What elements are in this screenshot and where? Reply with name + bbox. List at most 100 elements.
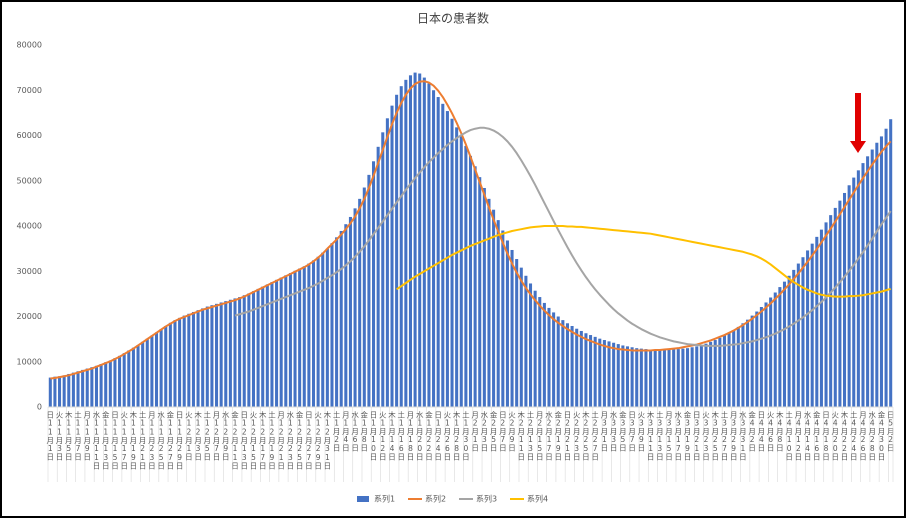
bar [524,275,528,407]
bar [58,376,62,407]
x-tick-label: 日12月27日 [304,411,313,471]
bar [709,341,713,407]
line-series [234,126,892,347]
bar [247,293,251,407]
bar [404,79,408,407]
bar [367,174,371,407]
bar [205,306,209,407]
bar [136,345,140,407]
bar [492,209,496,407]
bar [570,326,574,407]
bar [390,105,394,407]
bar [842,192,847,407]
bar [270,282,274,407]
bar [316,256,320,407]
bar [311,260,316,407]
bar [94,365,99,407]
bar [727,332,731,407]
bar [533,290,537,407]
x-tick-label: 土2月27日 [590,410,599,462]
bar [579,330,583,407]
x-tick-label: 月4月26日 [858,411,867,462]
bar [685,348,690,407]
bar [598,338,602,407]
bar [279,277,283,407]
bar [879,136,883,407]
bar [358,198,362,407]
x-tick-label: 日11月29日 [175,411,184,471]
x-tick-label: 火3月9日 [637,411,646,453]
x-tick-label: 水11月25日 [156,410,165,471]
bar [741,323,745,407]
bar [556,316,560,407]
bar [385,118,389,408]
bar [113,358,117,407]
bar [510,249,514,407]
bar [353,208,357,407]
bar [593,336,597,407]
y-tick-label: 70000 [17,86,42,95]
x-tick-label: 金4月2日 [747,410,756,453]
bar [829,215,833,407]
x-tick-label: 火3月23日 [701,411,710,462]
bar [713,340,717,407]
x-tick-label: 木12月3日 [193,410,202,462]
bar [53,376,57,407]
bar [210,305,214,407]
x-tick-label: 木1月14日 [387,410,396,462]
bar [625,346,630,407]
bar [838,200,842,407]
bar [681,348,685,407]
bar [450,118,454,407]
y-tick-label: 40000 [17,222,42,231]
bar [856,170,860,407]
bar [348,216,352,407]
bar [796,263,800,407]
bar [141,341,145,407]
x-tick-label: 水12月9日 [221,410,230,462]
x-tick-label: 月12月21日 [277,411,286,471]
legend-swatch [357,496,369,502]
bar [676,349,680,407]
bar [875,142,879,408]
y-tick-label: 80000 [17,41,42,50]
y-tick-label: 50000 [17,176,42,185]
bar [473,166,477,407]
bar [602,340,606,407]
x-tick-label: 日2月7日 [498,411,507,453]
x-tick-label: 土3月13日 [655,410,664,462]
x-tick-label: 月4月12日 [794,411,803,462]
bar [884,128,888,407]
bar [76,371,80,407]
x-tick-label: 火2月23日 [572,411,581,462]
bar [565,323,569,407]
x-tick-label: 土1月16日 [396,410,405,462]
x-tick-label: 火1月12日 [378,411,387,462]
bar [408,75,412,407]
bar [150,335,154,407]
bar [695,346,699,407]
x-tick-label: 日1月10日 [369,411,378,462]
x-tick-label: 月3月1日 [600,411,609,453]
bar [330,243,334,407]
bar [496,220,500,407]
bar [852,177,856,407]
x-tick-label: 月11月9日 [83,411,92,462]
line-series [396,225,891,298]
bar [335,237,339,407]
x-tick-label: 水3月31日 [738,410,747,462]
bar [256,288,260,407]
x-tick-label: 火12月29日 [313,411,322,471]
annotation-arrow [850,93,866,153]
x-tick-label: 月2月15日 [535,411,544,462]
x-tick-label: 土11月21日 [138,410,147,471]
bar [427,83,431,408]
bar [372,161,376,407]
x-tick-label: 水2月3日 [480,410,489,453]
bar [62,375,66,407]
bar [81,369,85,407]
bar [824,222,828,407]
bar [233,298,237,407]
bar [381,132,385,407]
x-tick-label: 月2月1日 [471,411,480,453]
